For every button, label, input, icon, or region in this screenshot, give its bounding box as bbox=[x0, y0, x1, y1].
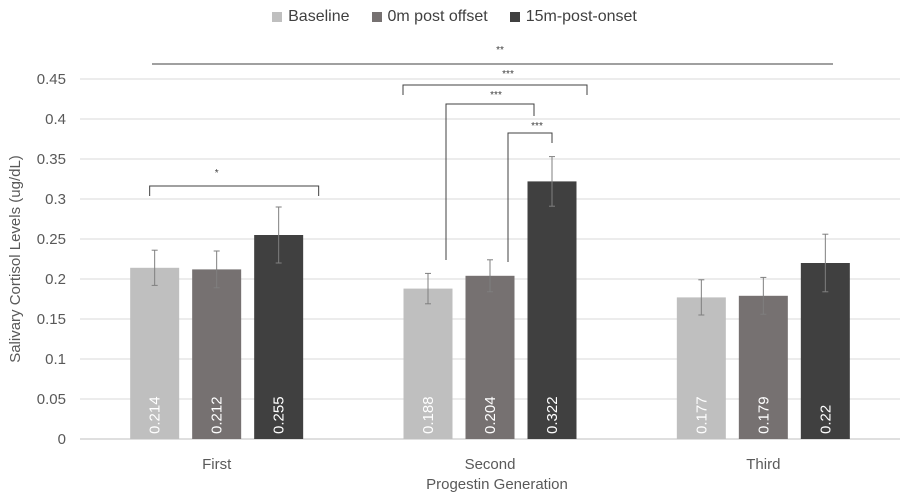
x-axis-title: Progestin Generation bbox=[426, 476, 568, 493]
bar bbox=[527, 181, 577, 439]
y-tick-label: 0 bbox=[58, 431, 66, 448]
significance-label: *** bbox=[531, 121, 543, 132]
data-label: 0.179 bbox=[755, 396, 772, 434]
bar bbox=[130, 267, 180, 439]
significance-label: * bbox=[215, 168, 219, 179]
y-tick-label: 0.1 bbox=[45, 351, 66, 368]
y-axis-title: Salivary Cortisol Levels (ug/dL) bbox=[7, 155, 24, 363]
significance-bracket bbox=[402, 84, 588, 95]
y-tick-label: 0.15 bbox=[37, 311, 66, 328]
legend-swatch-15m-post-onset bbox=[509, 12, 520, 22]
significance-bracket bbox=[149, 185, 320, 196]
legend-label-baseline: Baseline bbox=[288, 8, 350, 25]
bar bbox=[403, 288, 453, 439]
bar bbox=[676, 297, 726, 439]
data-label: 0.212 bbox=[209, 396, 226, 434]
significance-bracket bbox=[507, 132, 553, 262]
bar bbox=[738, 295, 788, 439]
bar bbox=[254, 235, 304, 439]
bar bbox=[192, 269, 242, 439]
significance-label: ** bbox=[496, 45, 504, 56]
y-tick-label: 0.45 bbox=[37, 71, 66, 88]
x-tick-label: First bbox=[202, 456, 232, 473]
legend-swatch-baseline bbox=[272, 12, 283, 22]
y-tick-label: 0.35 bbox=[37, 151, 66, 168]
data-label: 0.188 bbox=[420, 396, 437, 434]
bar bbox=[465, 275, 515, 439]
data-label: 0.255 bbox=[271, 396, 288, 434]
x-tick-label: Second bbox=[465, 456, 516, 473]
legend-item-15m-post-onset: 15m-post-onset bbox=[509, 8, 637, 26]
data-label: 0.22 bbox=[817, 405, 834, 434]
data-label: 0.214 bbox=[147, 396, 164, 434]
data-label: 0.177 bbox=[693, 396, 710, 434]
data-label: 0.322 bbox=[544, 396, 561, 434]
legend-item-0m-post-offset: 0m post offset bbox=[371, 8, 488, 26]
x-tick-label: Third bbox=[746, 456, 780, 473]
data-label: 0.204 bbox=[482, 396, 499, 434]
significance-bracket bbox=[445, 103, 535, 260]
y-tick-label: 0.4 bbox=[45, 111, 66, 128]
y-tick-label: 0.25 bbox=[37, 231, 66, 248]
legend-label-15m-post-onset: 15m-post-onset bbox=[525, 8, 637, 25]
significance-label: *** bbox=[502, 69, 514, 80]
y-tick-label: 0.05 bbox=[37, 391, 66, 408]
legend-swatch-0m-post-offset bbox=[371, 12, 382, 22]
y-tick-label: 0.2 bbox=[45, 271, 66, 288]
bar bbox=[800, 263, 850, 439]
y-tick-label: 0.3 bbox=[45, 191, 66, 208]
legend-label-0m-post-offset: 0m post offset bbox=[387, 8, 488, 25]
significance-label: *** bbox=[490, 90, 502, 101]
legend-item-baseline: Baseline bbox=[272, 8, 350, 26]
legend: Baseline 0m post offset 15m-post-onset bbox=[0, 8, 909, 26]
